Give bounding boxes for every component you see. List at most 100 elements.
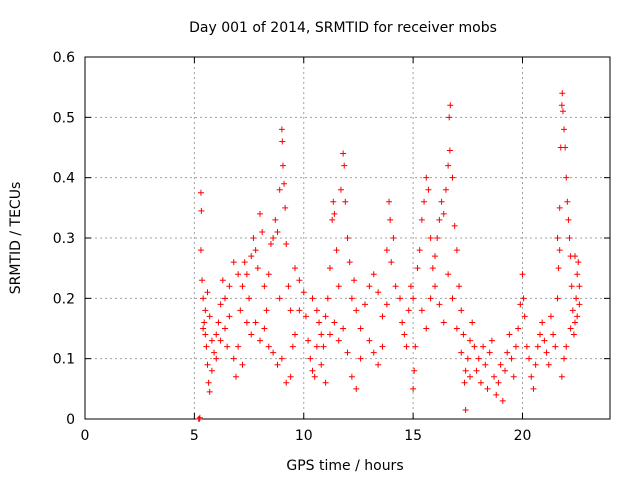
data-point: [464, 355, 471, 362]
data-point: [274, 228, 281, 235]
data-point: [211, 349, 218, 356]
data-point: [502, 367, 508, 374]
data-point: [257, 337, 263, 344]
data-point: [442, 186, 449, 193]
data-point: [541, 337, 548, 344]
data-point: [348, 295, 355, 302]
data-point: [313, 343, 320, 350]
data-point: [554, 235, 561, 241]
data-point: [239, 283, 246, 290]
data-point: [534, 343, 541, 350]
data-point: [322, 379, 329, 386]
x-tick-label: 20: [514, 428, 532, 444]
data-point: [279, 138, 286, 145]
data-point: [412, 343, 419, 350]
data-point: [241, 259, 248, 266]
y-tick-label: 0.2: [53, 291, 75, 307]
data-point: [272, 216, 279, 223]
data-point: [206, 313, 213, 320]
data-point: [537, 331, 543, 338]
data-point: [451, 222, 458, 229]
data-point: [230, 355, 237, 362]
data-point: [436, 216, 443, 223]
y-tick-label: 0: [66, 412, 75, 428]
data-point: [204, 361, 211, 368]
data-point: [208, 337, 215, 344]
data-point: [318, 361, 325, 368]
data-point: [226, 313, 233, 320]
data-point: [510, 373, 517, 380]
data-point: [554, 295, 561, 302]
data-point: [318, 331, 325, 338]
data-point: [324, 295, 331, 302]
data-point: [440, 319, 447, 326]
data-point: [462, 406, 469, 413]
data-point: [270, 349, 277, 356]
data-point: [375, 289, 382, 296]
data-point: [296, 277, 303, 284]
data-point: [469, 319, 476, 326]
data-point: [252, 247, 259, 254]
data-point: [198, 207, 205, 214]
data-point: [562, 144, 569, 151]
grid-lines: [85, 57, 610, 419]
axis-ticks: 0 0.1 0.2 0.3 0.4 0.5 0.6 0 5 10 15 20: [53, 50, 610, 444]
data-point: [399, 319, 406, 326]
x-tick-label: 0: [81, 428, 90, 444]
chart-title: Day 001 of 2014, SRMTID for receiver mob…: [189, 20, 497, 36]
data-point: [458, 349, 465, 356]
data-point: [333, 247, 340, 254]
data-point: [508, 355, 515, 362]
data-point: [320, 343, 327, 350]
data-point: [337, 186, 344, 193]
data-point: [423, 325, 430, 332]
y-tick-label: 0.6: [53, 50, 75, 66]
data-point: [545, 361, 552, 368]
data-point: [530, 385, 537, 392]
data-point: [278, 355, 285, 362]
data-point: [491, 373, 498, 380]
data-point: [568, 283, 575, 290]
data-point: [517, 301, 524, 308]
data-point: [196, 416, 203, 422]
data-point: [348, 373, 355, 380]
data-point: [467, 337, 473, 344]
data-point: [552, 343, 559, 350]
data-point: [230, 259, 237, 266]
data-point: [261, 283, 268, 290]
data-point: [482, 361, 489, 368]
data-point: [403, 343, 410, 350]
data-point: [425, 186, 432, 193]
data-point: [353, 385, 360, 392]
data-point: [346, 259, 353, 266]
data-point: [285, 283, 292, 290]
data-point: [232, 373, 239, 380]
data-point: [375, 361, 382, 368]
data-point: [197, 189, 204, 196]
data-point: [217, 301, 224, 308]
data-point: [202, 307, 209, 314]
data-point: [283, 379, 290, 386]
data-point: [292, 265, 298, 272]
data-point: [497, 361, 504, 368]
data-point: [259, 228, 266, 235]
data-point: [199, 277, 206, 284]
y-tick-label: 0.5: [53, 110, 75, 126]
data-point: [379, 343, 386, 350]
data-point: [289, 343, 296, 350]
data-point: [341, 162, 348, 169]
data-point: [523, 343, 530, 350]
data-point: [532, 361, 539, 368]
data-point: [386, 198, 393, 205]
data-point: [427, 235, 434, 241]
data-point: [302, 313, 309, 320]
y-axis-label: SRMTID / TECUs: [8, 182, 24, 295]
data-point: [486, 349, 493, 356]
data-point: [495, 379, 502, 386]
data-point: [383, 247, 390, 254]
data-point: [488, 337, 495, 344]
data-point: [564, 198, 571, 205]
data-point: [215, 319, 222, 326]
data-point: [410, 385, 417, 392]
data-point: [421, 198, 428, 205]
